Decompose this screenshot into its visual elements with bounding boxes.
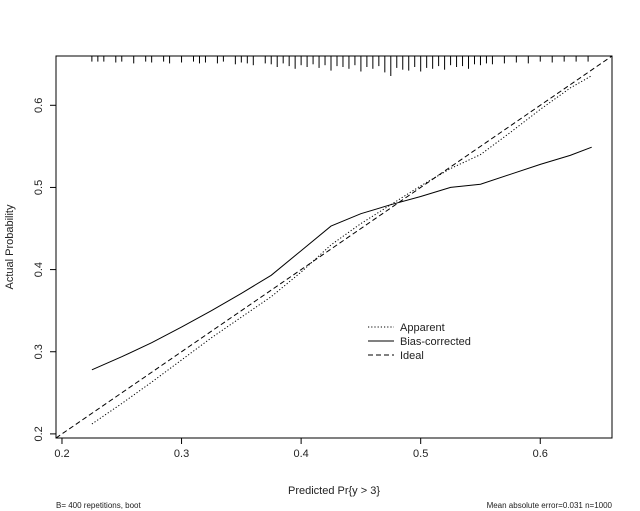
x-tick-label: 0.3 [174,448,189,460]
legend-bias-corrected-label: Bias-corrected [400,336,471,348]
x-tick-label: 0.5 [413,448,428,460]
y-tick-label: 0.6 [33,98,45,113]
series-apparent-line [91,75,592,425]
rug-marks [91,56,589,76]
x-tick-label: 0.4 [293,448,308,460]
x-tick-label: 0.2 [54,448,69,460]
plot-frame [55,55,613,439]
footer-left-note: B= 400 repetitions, boot [56,501,142,510]
y-axis: 0.2 0.3 0.4 0.5 0.6 [33,98,56,442]
legend-apparent-label: Apparent [400,322,445,334]
series-lines [55,55,613,439]
legend: Apparent Bias-corrected Ideal [368,322,471,362]
x-tick-label: 0.6 [533,448,548,460]
x-axis: 0.2 0.3 0.4 0.5 0.6 [54,438,548,460]
x-axis-title: Predicted Pr{y > 3} [288,485,380,497]
series-bias-corrected-line [91,146,592,371]
y-axis-title: Actual Probability [4,204,16,289]
y-tick-label: 0.3 [33,344,45,359]
y-tick-label: 0.4 [33,262,45,277]
footer-right-note: Mean absolute error=0.031 n=1000 [487,501,613,510]
series-ideal-line [55,55,613,439]
y-tick-label: 0.2 [33,426,45,441]
legend-ideal-label: Ideal [400,350,424,362]
y-tick-label: 0.5 [33,180,45,195]
